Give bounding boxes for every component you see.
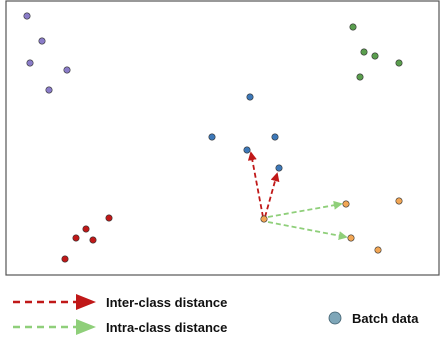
point-purple <box>26 59 34 67</box>
legend-inter-arrowhead <box>76 294 96 310</box>
point-green <box>360 48 368 56</box>
legend-inter-label: Inter-class distance <box>106 295 227 310</box>
legend-batch-label: Batch data <box>352 311 419 326</box>
point-orange-anchor <box>260 215 268 223</box>
point-red <box>89 236 97 244</box>
legend: Inter-class distance Intra-class distanc… <box>13 294 419 335</box>
point-purple <box>63 66 71 74</box>
cluster-green <box>349 23 403 81</box>
point-blue <box>275 164 283 172</box>
point-blue <box>208 133 216 141</box>
intra-arrow <box>267 200 343 218</box>
point-green <box>371 52 379 60</box>
legend-intra-label: Intra-class distance <box>106 320 227 335</box>
inter-class-arrows <box>247 151 280 218</box>
legend-inter: Inter-class distance <box>13 294 227 310</box>
point-orange <box>347 234 355 242</box>
point-orange <box>395 197 403 205</box>
point-blue <box>271 133 279 141</box>
legend-intra: Intra-class distance <box>13 319 227 335</box>
point-green <box>356 73 364 81</box>
point-blue <box>243 146 251 154</box>
point-red <box>82 225 90 233</box>
cluster-orange <box>260 197 403 254</box>
cluster-blue <box>208 93 283 172</box>
point-purple <box>38 37 46 45</box>
legend-batch: Batch data <box>328 311 419 326</box>
point-red <box>105 214 113 222</box>
cluster-red <box>61 214 113 263</box>
point-red <box>61 255 69 263</box>
point-green <box>395 59 403 67</box>
point-red <box>72 234 80 242</box>
legend-intra-arrowhead <box>76 319 96 335</box>
intra-class-arrows <box>267 200 348 241</box>
legend-batch-marker <box>328 311 342 325</box>
point-purple <box>45 86 53 94</box>
intra-arrow <box>267 221 348 241</box>
point-blue <box>246 93 254 101</box>
inter-arrow <box>247 151 264 218</box>
point-purple <box>23 12 31 20</box>
plot-frame <box>5 0 440 276</box>
cluster-purple <box>23 12 71 94</box>
point-green <box>349 23 357 31</box>
point-orange <box>342 200 350 208</box>
point-orange <box>374 246 382 254</box>
